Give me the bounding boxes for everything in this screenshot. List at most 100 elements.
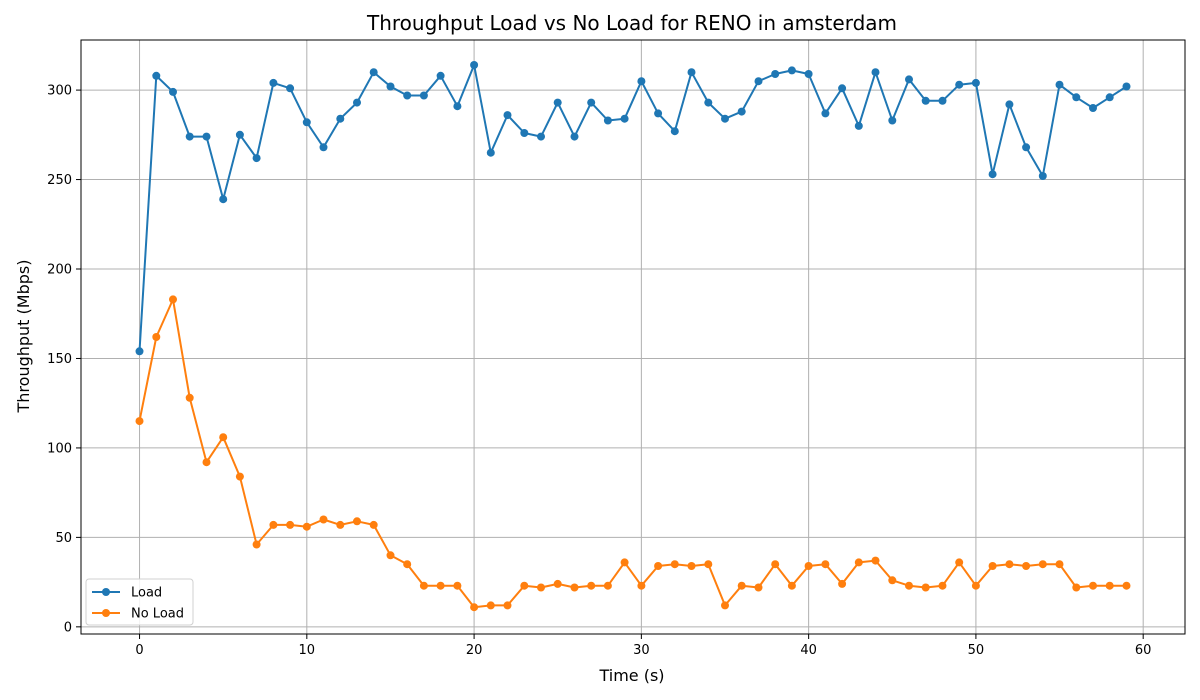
series-load-point (135, 347, 144, 356)
y-tick-label: 200 (47, 263, 72, 278)
series-load-point (921, 96, 930, 105)
series-no-load-point (654, 562, 663, 570)
series-no-load-point (503, 601, 512, 610)
series-load-point (988, 170, 997, 179)
series-no-load-point (570, 583, 579, 592)
series-no-load-point (185, 393, 194, 402)
series-no-load-point (955, 558, 964, 567)
series-load-point (169, 87, 177, 96)
series-no-load-point (888, 576, 897, 585)
series-no-load (135, 295, 1131, 612)
series-load-point (721, 114, 729, 123)
series-load-point (453, 102, 462, 111)
series-no-load-point (821, 560, 830, 569)
series-load-point (587, 98, 596, 107)
series-no-load-point (1089, 581, 1097, 590)
series-load-point (1122, 82, 1131, 91)
series-load-point (1055, 80, 1064, 89)
series-no-load-point (520, 581, 529, 590)
y-tick-label: 300 (47, 84, 72, 99)
y-tick-label: 100 (47, 441, 72, 456)
series-no-load-point (470, 603, 479, 612)
series-no-load-point (135, 417, 144, 426)
series-no-load-point (871, 556, 880, 565)
series-load-point (503, 111, 512, 120)
series-load-point (787, 66, 796, 75)
series-load-point (353, 98, 361, 107)
series-no-load-point (369, 520, 378, 529)
series-no-load-point (152, 333, 161, 341)
series-load-point (971, 78, 980, 87)
series-load-point (537, 132, 545, 141)
legend: Load No Load (85, 578, 194, 626)
series-no-load-point (169, 295, 177, 304)
series-load-point (871, 68, 880, 77)
series-load-point (252, 154, 261, 163)
series-load-point (687, 68, 696, 77)
series-load-point (754, 77, 763, 86)
series-no-load-point (553, 579, 562, 588)
x-tick-label: 60 (1135, 643, 1152, 658)
series-load-point (654, 109, 663, 118)
series-no-load-point (235, 472, 244, 481)
series-no-load-point (838, 579, 847, 588)
legend-label: No Load (131, 607, 184, 622)
series-no-load-point (804, 562, 813, 570)
y-tick-label: 0 (64, 620, 72, 635)
series-no-load-point (787, 581, 796, 590)
series-no-load-point (587, 581, 596, 590)
series-no-load-point (403, 560, 412, 569)
legend-swatch-marker (102, 588, 110, 596)
series-no-load-point (737, 581, 746, 590)
series-load-point (1038, 172, 1047, 180)
series-no-load-point (687, 562, 696, 570)
series-load-point (771, 70, 780, 78)
series-load-point (1072, 93, 1081, 102)
series-no-load-point (938, 581, 947, 590)
series-load-point (704, 98, 713, 107)
series-load-point (637, 77, 646, 86)
series-load-point (235, 130, 244, 139)
series-layer (135, 61, 1131, 612)
series-load-point (888, 116, 897, 125)
series-load-point (553, 98, 562, 107)
ticks: 0 10 20 30 40 50 60 0 50 100 150 200 250 300 (47, 84, 1151, 658)
x-tick-label: 30 (633, 643, 650, 658)
series-load-point (269, 78, 278, 87)
series-load-point (152, 71, 161, 80)
series-no-load-point (1005, 560, 1014, 569)
series-load-point (286, 84, 295, 93)
series-load-point (185, 132, 194, 141)
series-no-load-point (1105, 581, 1114, 590)
series-no-load-point (353, 517, 361, 526)
series-load-point (804, 70, 813, 78)
series-no-load-point (854, 558, 863, 567)
grid (81, 40, 1185, 634)
series-load-point (938, 96, 947, 105)
y-tick-label: 150 (47, 352, 72, 367)
series-load (135, 61, 1131, 356)
series-load-point (1022, 143, 1031, 152)
series-load-point (570, 132, 579, 141)
plot-frame (80, 39, 1186, 635)
series-no-load-point (637, 581, 646, 590)
series-no-load-point (302, 522, 311, 531)
y-tick-label: 250 (47, 173, 72, 188)
y-axis-label: Throughput (Mbps) (14, 260, 33, 414)
series-load-point (336, 114, 345, 123)
series-no-load-point (252, 540, 261, 549)
series-no-load-point (704, 560, 713, 569)
series-no-load-point (219, 433, 228, 442)
legend-label: Load (131, 586, 162, 601)
chart-title: Throughput Load vs No Load for RENO in a… (366, 11, 897, 35)
series-load-point (854, 121, 863, 130)
series-no-load-point (1038, 560, 1047, 569)
series-load-point (821, 109, 830, 118)
series-no-load-point (537, 583, 545, 592)
series-no-load-point (202, 458, 211, 467)
series-no-load-point (921, 583, 930, 592)
series-load-point (302, 118, 311, 127)
series-no-load-point (419, 581, 428, 590)
